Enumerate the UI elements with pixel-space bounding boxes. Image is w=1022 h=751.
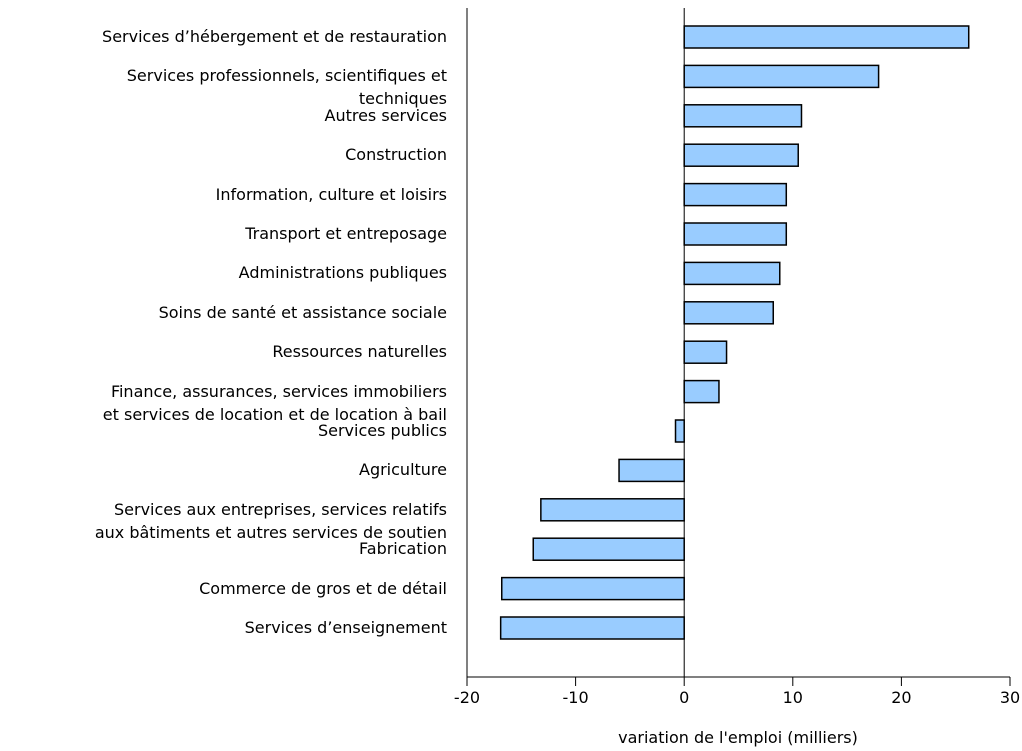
bar — [683, 25, 970, 49]
bar — [683, 379, 720, 404]
category-label: Fabrication — [359, 539, 447, 559]
category-label: Autres services — [324, 105, 448, 125]
category-label: Services aux entreprises, services relat… — [94, 499, 447, 542]
category-label: Services publics — [317, 421, 447, 440]
category-label: Agriculture — [359, 460, 447, 480]
x-tick-label: 0 — [679, 688, 689, 707]
category-label: Construction — [345, 145, 447, 165]
bar — [683, 64, 880, 89]
category-label: Finance, assurances, services immobilier… — [102, 381, 447, 424]
bar — [499, 616, 685, 640]
x-tick-label: 30 — [1000, 688, 1020, 707]
bar — [501, 576, 685, 601]
bar — [674, 419, 685, 443]
bar — [683, 261, 781, 286]
x-axis-title: variation de l'emploi (milliers) — [618, 728, 858, 747]
category-label: Services professionnels, scientifiques e… — [126, 66, 447, 109]
bar — [683, 222, 788, 246]
bar — [540, 498, 685, 522]
bar — [618, 458, 685, 483]
x-tick-label: 20 — [891, 688, 911, 707]
category-label: Soins de santé et assistance sociale — [158, 302, 447, 322]
category-label: Information, culture et loisirs — [215, 184, 447, 204]
x-tick-label: 10 — [783, 688, 803, 707]
x-tick-label: -20 — [454, 688, 480, 707]
bar — [683, 182, 788, 207]
category-label: Ressources naturelles — [272, 342, 447, 362]
bar — [683, 301, 775, 325]
bar — [532, 537, 685, 561]
category-label: Services d’enseignement — [244, 618, 447, 637]
category-label: Commerce de gros et de détail — [199, 578, 447, 598]
x-tick-label: -10 — [563, 688, 589, 707]
category-label: Administrations publiques — [238, 263, 447, 283]
bar — [683, 143, 799, 167]
bar — [683, 104, 803, 128]
category-label: Transport et entreposage — [245, 224, 447, 243]
bar — [683, 340, 728, 364]
category-label: Services d’hébergement et de restauratio… — [102, 27, 447, 46]
